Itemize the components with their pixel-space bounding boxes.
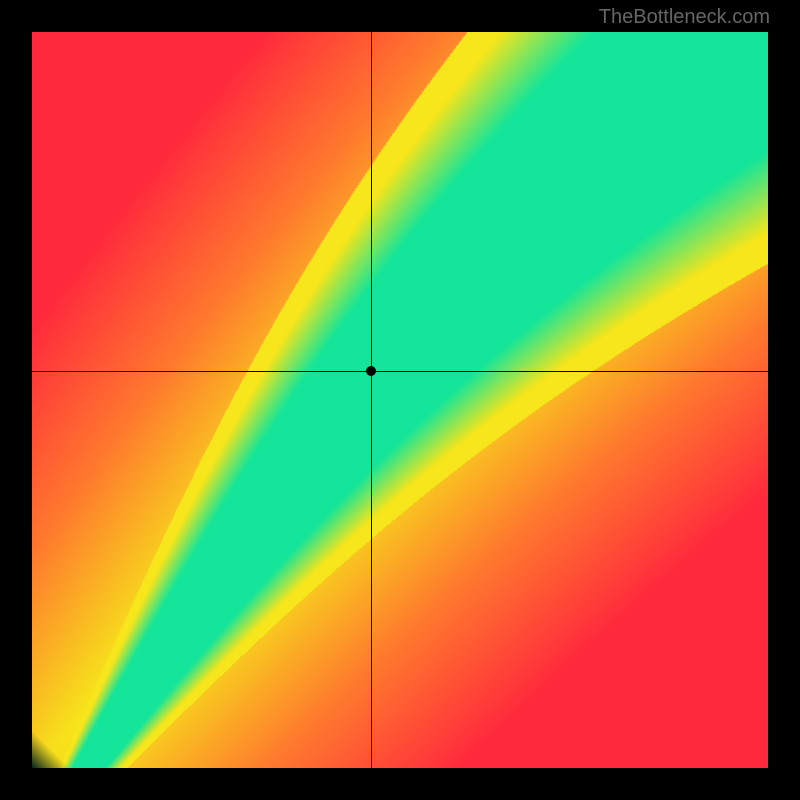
crosshair-vertical [371, 32, 372, 768]
crosshair-horizontal [32, 371, 768, 372]
bottleneck-heatmap [32, 32, 768, 768]
data-point-marker [366, 366, 376, 376]
watermark-text: TheBottleneck.com [599, 6, 770, 29]
